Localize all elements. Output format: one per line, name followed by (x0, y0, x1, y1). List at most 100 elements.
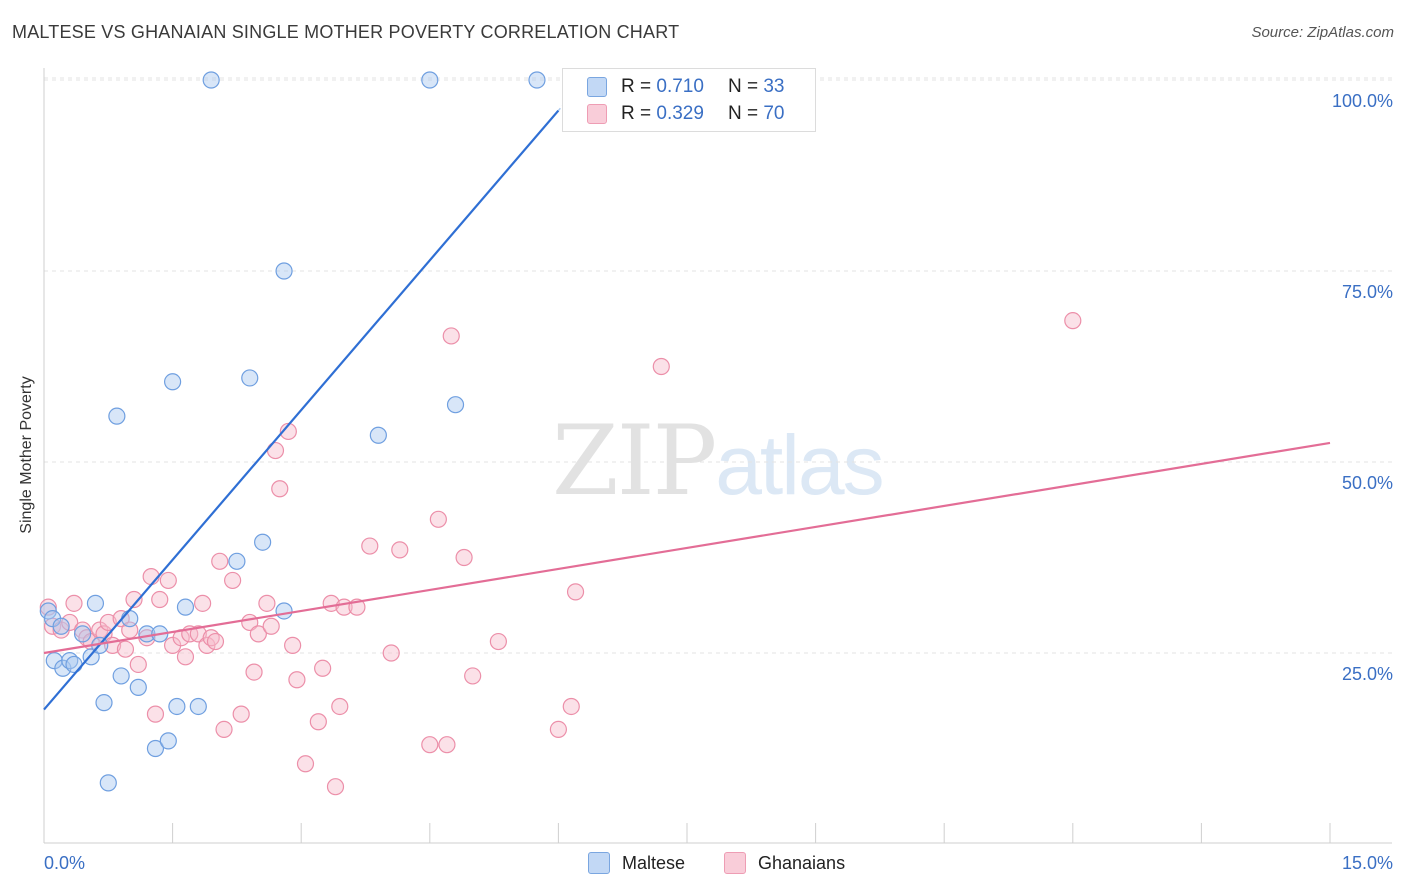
ghanaians-r-value: 0.329 (656, 103, 704, 124)
ghanaians-point (314, 659, 332, 677)
legend-ghanaians-swatch (724, 852, 746, 874)
ghanaians-point (129, 655, 147, 674)
ghanaians-point (262, 617, 280, 635)
ghanaians-point (652, 357, 670, 376)
ghanaians-point (61, 613, 79, 632)
maltese-point (65, 655, 83, 674)
trend-lines (43, 74, 1331, 711)
ghanaians-point (284, 636, 302, 654)
ghanaians-point (549, 720, 568, 739)
legend-row-ghanaians: R = 0.329 N = 70 (587, 102, 784, 126)
y-tick-label: 50.0% (1342, 473, 1393, 493)
maltese-point (146, 739, 165, 758)
ghanaians-point (331, 697, 349, 716)
maltese-point (421, 71, 439, 89)
maltese-n-label: N = (727, 76, 759, 97)
maltese-point (241, 369, 259, 387)
chart-title: MALTESE VS GHANAIAN SINGLE MOTHER POVERT… (12, 22, 680, 42)
maltese-r-value: 0.710 (656, 76, 704, 97)
watermark-atlas: atlas (715, 418, 884, 512)
ghanaians-point (464, 667, 482, 685)
ghanaians-point (391, 541, 409, 559)
x-tick-label-min: 0.0% (44, 853, 85, 873)
ghanaians-point (326, 778, 345, 796)
maltese-r-label: R = (621, 76, 652, 97)
maltese-point (95, 694, 113, 712)
maltese-point (228, 552, 246, 570)
axes (43, 68, 1392, 844)
watermark: ZIPatlas (552, 405, 885, 517)
correlation-legend: R = 0.710 N = 33 R = 0.329 N = 70 (562, 68, 816, 132)
maltese-point (52, 617, 70, 635)
ghanaians-point (489, 632, 507, 651)
ghanaians-point (194, 594, 212, 612)
ghanaians-n-label: N = (727, 103, 759, 124)
ghanaians-point (224, 571, 242, 590)
ghanaians-point (116, 640, 135, 658)
ghanaians-n-value: 70 (763, 103, 785, 124)
ghanaians-swatch (587, 104, 607, 124)
maltese-point (112, 667, 130, 685)
ghanaians-point (421, 736, 439, 754)
ghanaians-point (211, 552, 229, 570)
maltese-point (73, 625, 92, 643)
ghanaians-point (296, 755, 315, 773)
maltese-trend-line (43, 109, 560, 711)
ghanaians-point (429, 510, 447, 528)
watermark-zip: ZIP (552, 405, 717, 517)
legend-ghanaians-label: Ghanaians (758, 852, 846, 873)
maltese-point (86, 594, 105, 612)
legend-item-maltese: Maltese (588, 852, 685, 874)
ghanaians-point (566, 583, 585, 601)
ghanaians-point (438, 736, 456, 754)
ghanaians-point (151, 590, 169, 609)
series-legend: Maltese Ghanaians (0, 852, 1406, 876)
legend-item-ghanaians: Ghanaians (724, 852, 845, 874)
maltese-point (168, 697, 186, 716)
maltese-point (176, 598, 195, 616)
maltese-point (202, 71, 220, 89)
x-tick-label-max: 15.0% (1342, 853, 1393, 873)
maltese-n-value: 33 (763, 76, 785, 97)
ghanaians-point (309, 713, 327, 731)
ghanaians-points (39, 312, 1082, 796)
maltese-point (528, 71, 546, 89)
ghanaians-point (189, 625, 207, 643)
ghanaians-point (245, 663, 263, 681)
legend-maltese-swatch (588, 852, 610, 874)
maltese-point (99, 774, 117, 792)
ghanaians-point (146, 705, 165, 723)
legend-row-maltese: R = 0.710 N = 33 (587, 75, 784, 99)
maltese-point (275, 602, 293, 620)
maltese-point (159, 732, 177, 750)
ghanaians-point (258, 594, 276, 612)
maltese-point (189, 697, 207, 716)
ghanaians-point (215, 720, 233, 739)
ghanaians-r-label: R = (621, 103, 652, 124)
y-tick-label: 100.0% (1332, 91, 1393, 111)
y-tick-label: 25.0% (1342, 664, 1393, 684)
ghanaians-point (159, 571, 177, 590)
ghanaians-point (1064, 312, 1082, 330)
maltese-point (275, 262, 293, 280)
ghanaians-point (455, 548, 473, 567)
grid-lines (44, 77, 1392, 654)
ghanaians-point (288, 671, 306, 689)
maltese-point (164, 373, 182, 391)
ghanaians-point (249, 625, 267, 643)
source-label: Source: ZipAtlas.com (1251, 24, 1394, 41)
ghanaians-point (206, 632, 225, 651)
ghanaians-point (382, 644, 400, 662)
ghanaians-point (232, 705, 250, 723)
maltese-point (369, 426, 387, 444)
ghanaians-point (271, 480, 289, 498)
ghanaians-point (99, 613, 117, 632)
y-tick-label: 75.0% (1342, 282, 1393, 302)
maltese-point (129, 678, 147, 696)
ghanaians-point (562, 697, 580, 716)
legend-maltese-label: Maltese (622, 852, 686, 873)
ghanaians-point (361, 537, 379, 555)
maltese-swatch (587, 77, 607, 97)
ghanaians-point (65, 594, 83, 612)
